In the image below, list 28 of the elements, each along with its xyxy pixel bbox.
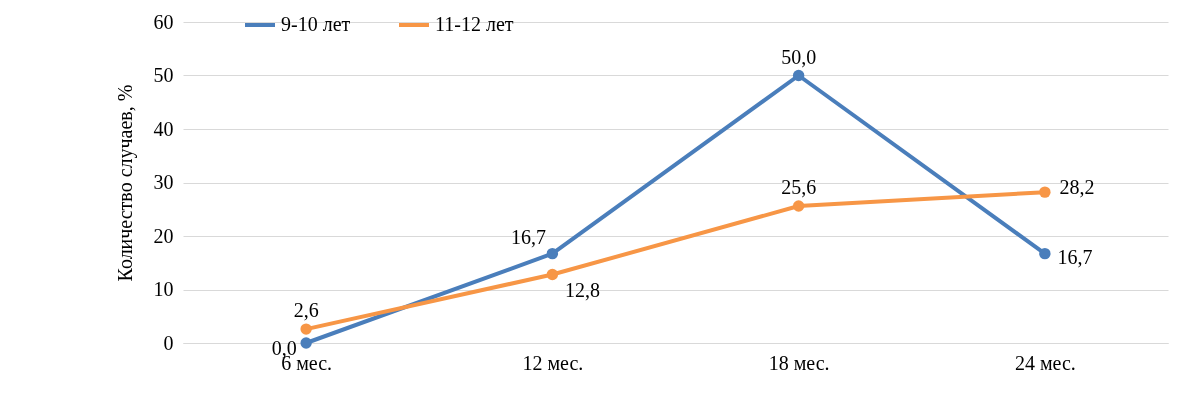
- data-label: 12,8: [564, 278, 600, 301]
- y-tick-label: 20: [153, 224, 174, 247]
- data-label: 2,6: [293, 299, 319, 322]
- data-label: 50,0: [781, 45, 817, 68]
- y-tick-label: 10: [153, 278, 174, 300]
- x-tick-label: 12 мес.: [522, 351, 584, 374]
- point: [1039, 186, 1051, 198]
- x-tick-label: 18 мес.: [768, 351, 830, 374]
- point: [300, 323, 312, 335]
- legend-label: 9-10 лет: [281, 13, 351, 35]
- point: [300, 337, 312, 349]
- point: [792, 200, 805, 212]
- legend-label: 11-12 лет: [435, 13, 514, 35]
- y-tick-label: 50: [153, 64, 174, 86]
- data-label: 25,6: [781, 176, 817, 199]
- y-tick-label: 60: [153, 10, 174, 33]
- data-label: 16,7: [1057, 245, 1093, 268]
- point: [1039, 247, 1051, 260]
- data-label: 28,2: [1059, 176, 1095, 199]
- data-label: 16,7: [510, 225, 546, 248]
- x-tick-label: 24 мес.: [1014, 351, 1076, 374]
- point: [546, 247, 559, 260]
- y-tick-label: 0: [163, 331, 174, 354]
- point: [792, 69, 805, 82]
- y-tick-label: 40: [153, 117, 174, 140]
- y-axis-title: Количество случаев, %: [113, 84, 137, 282]
- point: [546, 268, 559, 281]
- y-tick-label: 30: [153, 171, 174, 193]
